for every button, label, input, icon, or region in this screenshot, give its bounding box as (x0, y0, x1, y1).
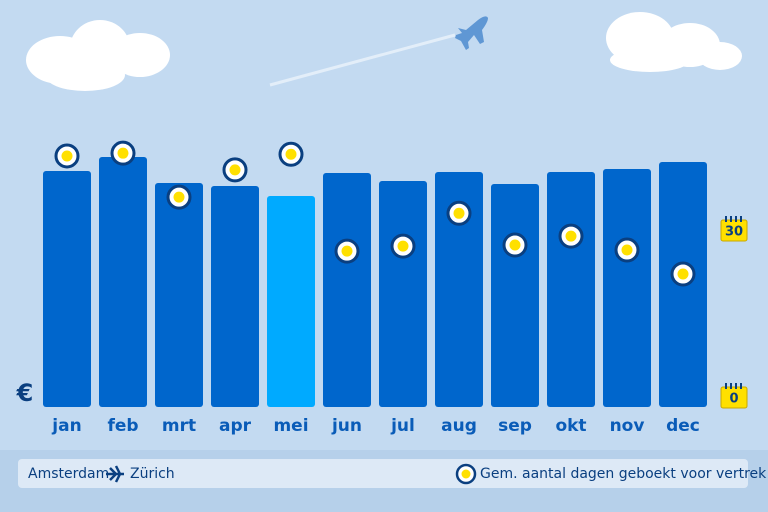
days-marker (166, 184, 192, 210)
route-to: Zürich (130, 466, 175, 482)
y2-tick-label: 0 (729, 392, 738, 407)
days-marker (614, 237, 640, 263)
bar (491, 184, 539, 407)
marker-dot (341, 245, 353, 257)
bar (99, 157, 147, 407)
marker-dot (229, 164, 241, 176)
calendar-icon (720, 219, 748, 242)
x-tick-label: jul (390, 416, 415, 436)
marker-dot (61, 150, 73, 162)
marker-dot (677, 268, 689, 280)
x-tick-label: dec (666, 416, 700, 436)
days-marker (446, 200, 472, 226)
bar (155, 183, 203, 407)
bar (379, 181, 427, 407)
marker-dot (117, 147, 129, 159)
marker-dot (453, 207, 465, 219)
x-tick-label: jan (51, 416, 81, 436)
marker-dot (285, 148, 297, 160)
y-axis-label: € (16, 379, 34, 407)
bar (603, 169, 651, 407)
route-plane-icon (106, 465, 124, 483)
marker-dot (621, 244, 633, 256)
bar (43, 171, 91, 407)
legend-marker-dot (461, 469, 471, 479)
x-tick-label: apr (219, 416, 252, 436)
y2-tick-label: 30 (725, 225, 743, 240)
x-tick-label: aug (441, 416, 477, 436)
days-marker (110, 140, 136, 166)
bar (267, 196, 315, 407)
marker-dot (509, 239, 521, 251)
calendar-rings (725, 216, 742, 222)
route-from: Amsterdam (28, 466, 109, 482)
bar (323, 173, 371, 407)
bar (211, 186, 259, 407)
calendar-rings (725, 383, 742, 389)
days-marker (334, 238, 360, 264)
legend-label: Gem. aantal dagen geboekt voor vertrek (480, 466, 767, 482)
x-tick-label: feb (107, 416, 138, 436)
x-tick-label: sep (498, 416, 532, 436)
cloud (26, 12, 742, 91)
marker-dot (565, 230, 577, 242)
marker-dot (173, 191, 185, 203)
days-marker (502, 232, 528, 258)
days-marker (278, 141, 304, 167)
x-tick-label: mrt (162, 416, 196, 436)
x-tick-label: nov (610, 416, 645, 436)
legend-bar (18, 459, 748, 488)
x-tick-label: okt (555, 416, 586, 436)
calendar-icon (720, 386, 748, 409)
contrail (269, 33, 456, 87)
days-marker (222, 157, 248, 183)
days-marker (54, 143, 80, 169)
days-marker (390, 233, 416, 259)
bar (547, 172, 595, 407)
days-marker (558, 223, 584, 249)
bar (435, 172, 483, 407)
x-tick-label: jun (331, 416, 362, 436)
plane-icon (455, 16, 488, 50)
days-marker (670, 261, 696, 287)
x-tick-label: mei (273, 416, 308, 436)
marker-dot (397, 240, 409, 252)
